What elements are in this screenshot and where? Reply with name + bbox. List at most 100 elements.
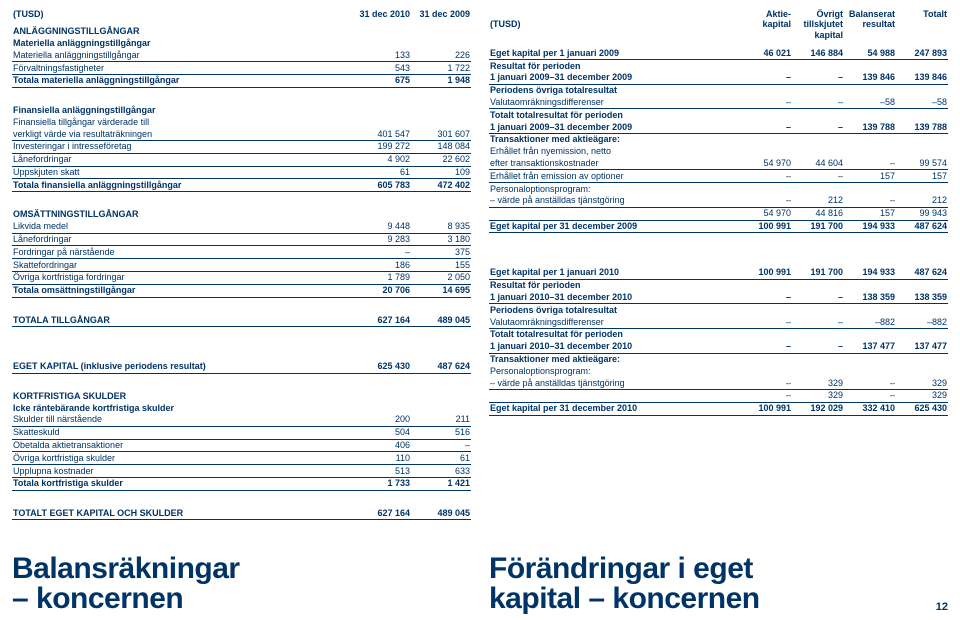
right-title-line2: kapital – koncernen bbox=[489, 584, 760, 614]
row-value: – bbox=[844, 377, 896, 389]
row-label: Totala materiella anläggningstillgångar bbox=[12, 74, 351, 87]
row-value: –882 bbox=[844, 316, 896, 328]
balance-sheet-table: (TUSD)31 dec 201031 dec 2009ANLÄGGNINGST… bbox=[12, 8, 471, 520]
row-value: 4 902 bbox=[351, 153, 411, 166]
row-label: Eget kapital per 1 januari 2009 bbox=[489, 47, 740, 59]
row-value: 329 bbox=[792, 389, 844, 402]
row-label: 1 januari 2009–31 december 2009 bbox=[489, 72, 740, 84]
row-value bbox=[740, 133, 792, 145]
row-label: Fordringar på närstående bbox=[12, 246, 351, 259]
row-value: 489 045 bbox=[411, 507, 471, 519]
row-value: 99 943 bbox=[896, 207, 948, 220]
row-value: 543 bbox=[351, 62, 411, 75]
row-value: 212 bbox=[792, 195, 844, 207]
row-label: Lånefordringar bbox=[12, 233, 351, 246]
row-value: 133 bbox=[351, 49, 411, 61]
row-value bbox=[740, 109, 792, 121]
row-value bbox=[411, 209, 471, 221]
row-value bbox=[896, 279, 948, 291]
row-value: 1 733 bbox=[351, 477, 411, 490]
row-value bbox=[792, 328, 844, 340]
row-value bbox=[896, 183, 948, 195]
row-value bbox=[896, 304, 948, 316]
right-title-line1: Förändringar i eget bbox=[489, 554, 760, 584]
row-value: 194 933 bbox=[844, 220, 896, 233]
col-header: Aktie-kapital bbox=[740, 8, 792, 41]
row-value bbox=[792, 60, 844, 72]
row-label: – värde på anställdas tjänstgöring bbox=[489, 195, 740, 207]
row-value: – bbox=[844, 389, 896, 402]
row-label: Skattefordringar bbox=[12, 259, 351, 272]
row-label: 1 januari 2010–31 december 2010 bbox=[489, 292, 740, 304]
row-value: 625 430 bbox=[896, 402, 948, 415]
row-label: Personaloptionsprogram: bbox=[489, 365, 740, 377]
row-value: 139 846 bbox=[844, 72, 896, 84]
row-value: 1 722 bbox=[411, 62, 471, 75]
row-value bbox=[740, 304, 792, 316]
row-value: – bbox=[740, 292, 792, 304]
row-value: 406 bbox=[351, 439, 411, 452]
row-value: 487 624 bbox=[896, 220, 948, 233]
row-value: 9 283 bbox=[351, 233, 411, 246]
row-value bbox=[792, 146, 844, 158]
row-value: 139 788 bbox=[844, 121, 896, 133]
row-value: 138 359 bbox=[844, 292, 896, 304]
row-value: – bbox=[792, 170, 844, 183]
row-value bbox=[740, 183, 792, 195]
row-label: Förvaltningsfastigheter bbox=[12, 62, 351, 75]
row-label: Uppskjuten skatt bbox=[12, 166, 351, 179]
row-value: 99 574 bbox=[896, 158, 948, 170]
row-value bbox=[896, 109, 948, 121]
row-value: – bbox=[411, 439, 471, 452]
row-value bbox=[896, 365, 948, 377]
row-value: 61 bbox=[411, 452, 471, 465]
row-value: 157 bbox=[844, 207, 896, 220]
row-value bbox=[844, 353, 896, 365]
row-value bbox=[351, 38, 411, 50]
row-value bbox=[351, 26, 411, 38]
row-label: Erhållet från nyemission, netto bbox=[489, 146, 740, 158]
row-value: – bbox=[740, 170, 792, 183]
col-header: 31 dec 2010 bbox=[351, 8, 411, 20]
row-label: Materiella anläggningstillgångar bbox=[12, 49, 351, 61]
row-value: 138 359 bbox=[896, 292, 948, 304]
row-value: 157 bbox=[896, 170, 948, 183]
row-value: – bbox=[740, 316, 792, 328]
row-value bbox=[792, 84, 844, 96]
row-value bbox=[844, 60, 896, 72]
row-label: Valutaomräkningsdifferenser bbox=[489, 97, 740, 109]
row-label: Erhållet från emission av optioner bbox=[489, 170, 740, 183]
row-value: 137 477 bbox=[844, 341, 896, 353]
row-value: 625 430 bbox=[351, 361, 411, 373]
row-value bbox=[792, 353, 844, 365]
row-value: 139 846 bbox=[896, 72, 948, 84]
row-value bbox=[792, 279, 844, 291]
row-label bbox=[489, 389, 740, 402]
row-value bbox=[844, 146, 896, 158]
row-value: 1 421 bbox=[411, 477, 471, 490]
row-value: 186 bbox=[351, 259, 411, 272]
row-value: 487 624 bbox=[411, 361, 471, 373]
row-value: 9 448 bbox=[351, 221, 411, 233]
row-value: 20 706 bbox=[351, 284, 411, 297]
row-label: Totalt totalresultat för perioden bbox=[489, 328, 740, 340]
row-value bbox=[792, 133, 844, 145]
row-value: – bbox=[740, 97, 792, 109]
row-label: efter transaktionskostnader bbox=[489, 158, 740, 170]
row-label: Skatteskuld bbox=[12, 426, 351, 439]
row-label: verkligt värde via resultaträkningen bbox=[12, 128, 351, 140]
row-value: 627 164 bbox=[351, 314, 411, 326]
row-value: – bbox=[740, 195, 792, 207]
row-value: 226 bbox=[411, 49, 471, 61]
row-value: 329 bbox=[896, 389, 948, 402]
row-label: Finansiella tillgångar värderade till bbox=[12, 116, 351, 128]
row-value: 329 bbox=[896, 377, 948, 389]
row-value: 44 816 bbox=[792, 207, 844, 220]
row-value: 146 884 bbox=[792, 47, 844, 59]
row-label: Investeringar i intresseföretag bbox=[12, 140, 351, 153]
row-value: 109 bbox=[411, 166, 471, 179]
row-value: –58 bbox=[896, 97, 948, 109]
row-value: – bbox=[740, 377, 792, 389]
row-value: 110 bbox=[351, 452, 411, 465]
row-value bbox=[792, 109, 844, 121]
